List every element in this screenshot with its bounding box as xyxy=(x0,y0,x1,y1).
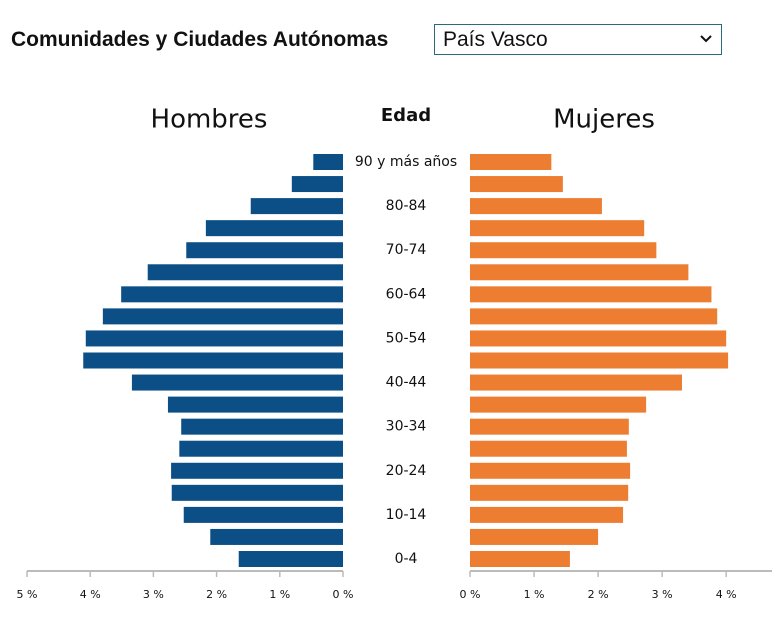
category-label: 0-4 xyxy=(395,551,418,567)
category-label: 10-14 xyxy=(386,507,427,523)
bar xyxy=(85,330,343,347)
x-tick-label: 1 % xyxy=(269,588,290,601)
bar xyxy=(167,396,343,413)
select-value: País Vasco xyxy=(443,28,548,51)
bar xyxy=(470,176,563,193)
category-label: 90 y más años xyxy=(355,154,457,170)
bar xyxy=(470,551,570,567)
bar xyxy=(470,154,552,170)
bar xyxy=(470,506,624,523)
x-tick-label: 2 % xyxy=(206,588,227,601)
bar xyxy=(470,374,682,391)
bar xyxy=(470,418,629,435)
bar xyxy=(470,528,599,545)
bar xyxy=(147,264,343,281)
category-label: 50-54 xyxy=(386,330,427,346)
panel-title: Hombres xyxy=(151,105,268,135)
bar xyxy=(205,220,343,237)
bar xyxy=(210,528,343,545)
bar xyxy=(313,154,343,170)
bar xyxy=(470,198,602,215)
category-label: 20-24 xyxy=(386,463,427,479)
bar xyxy=(171,462,343,479)
bar xyxy=(179,440,343,457)
bar xyxy=(250,198,343,215)
bar xyxy=(131,374,343,391)
bar xyxy=(186,242,343,259)
x-tick-label: 2 % xyxy=(588,588,609,601)
filter-label: Comunidades y Ciudades Autónomas xyxy=(11,28,389,51)
bar xyxy=(470,220,645,237)
bar xyxy=(470,330,727,347)
bar xyxy=(470,440,627,457)
region-select[interactable]: País Vasco xyxy=(434,24,722,55)
panel-title: Mujeres xyxy=(553,105,655,135)
x-tick-label: 1 % xyxy=(524,588,545,601)
bar xyxy=(470,396,647,413)
bar xyxy=(181,418,343,435)
x-tick-label: 4 % xyxy=(716,588,737,601)
select-chevron xyxy=(700,35,712,43)
category-label: 30-34 xyxy=(386,419,427,435)
bar xyxy=(470,462,631,479)
bar xyxy=(470,286,712,303)
bar xyxy=(470,352,729,369)
x-tick-label: 0 % xyxy=(333,588,354,601)
bar xyxy=(291,176,343,193)
bar xyxy=(83,352,344,369)
x-tick-label: 0 % xyxy=(460,588,481,601)
bar xyxy=(470,264,689,281)
bar xyxy=(470,484,629,501)
bar xyxy=(102,308,343,325)
x-tick-label: 3 % xyxy=(652,588,673,601)
x-tick-label: 4 % xyxy=(80,588,101,601)
x-tick-label: 5 % xyxy=(17,588,38,601)
category-label: 70-74 xyxy=(386,242,427,258)
category-title: Edad xyxy=(381,105,431,126)
x-tick-label: 3 % xyxy=(143,588,164,601)
bar xyxy=(171,484,343,501)
bar xyxy=(238,551,343,567)
bar xyxy=(183,506,343,523)
bar xyxy=(470,242,657,259)
category-label: 80-84 xyxy=(386,198,427,214)
category-label: 40-44 xyxy=(386,375,427,391)
bar xyxy=(470,308,718,325)
bar xyxy=(121,286,343,303)
category-label: 60-64 xyxy=(386,286,427,302)
